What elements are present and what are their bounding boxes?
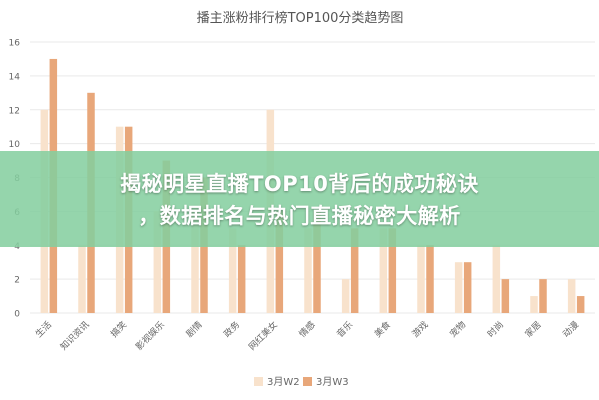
bar-w3 [388, 228, 397, 313]
x-tick-label: 动漫 [560, 319, 581, 340]
x-tick-label: 影视娱乐 [133, 319, 167, 353]
x-tick-label: 网红美女 [246, 319, 280, 353]
x-tick-label: 音乐 [334, 319, 355, 340]
bar-w3 [426, 245, 434, 313]
y-tick-label: 14 [9, 72, 21, 82]
legend-swatch-w3 [303, 377, 312, 386]
bar-w2 [304, 228, 312, 313]
x-axis-ticks: 生活 知识资讯 搞笑 影视娱乐 剧情 政务 网红美女 情感 音乐 美食 游戏 宠物 时尚 家居 动漫 [33, 319, 582, 353]
x-tick-label: 家居 [522, 319, 543, 340]
legend-swatch-w2 [254, 377, 263, 386]
y-tick-label: 16 [9, 39, 21, 49]
y-tick-label: 12 [9, 106, 20, 116]
y-tick-label: 0 [14, 310, 20, 320]
chart-title: 播主涨粉排行榜TOP100分类趋势图 [197, 10, 404, 26]
banner-headline-line-2: ，数据排名与热门直播秘密大解析 [138, 204, 461, 228]
bar-w3 [237, 245, 246, 313]
bar-w2 [567, 279, 576, 313]
bar-w3 [576, 296, 585, 313]
overlay-banner: 揭秘明星直播TOP10背后的成功秘诀 ，数据排名与热门直播秘密大解析 [0, 151, 599, 247]
bar-w2 [191, 211, 199, 313]
bar-w3 [313, 211, 321, 313]
x-tick-label: 美食 [372, 319, 393, 340]
bar-w2 [417, 245, 425, 313]
banner-headline-line-1: 揭秘明星直播TOP10背后的成功秘诀 [120, 172, 479, 196]
x-tick-label: 政务 [221, 319, 242, 340]
bar-w2 [379, 228, 388, 313]
x-tick-label: 游戏 [409, 319, 430, 340]
x-tick-label: 搞笑 [108, 319, 129, 340]
bar-w2 [341, 279, 350, 313]
bar-w2 [530, 296, 538, 313]
x-tick-label: 情感 [296, 319, 317, 340]
x-tick-label: 生活 [33, 319, 54, 340]
bar-w3 [539, 279, 547, 313]
bar-w2 [228, 228, 237, 313]
bar-w2 [454, 262, 463, 313]
bar-w2 [78, 245, 86, 313]
bar-w3 [275, 211, 284, 313]
x-tick-label: 时尚 [485, 319, 506, 340]
x-tick-label: 剧情 [183, 319, 204, 340]
bar-w3 [501, 279, 510, 313]
y-tick-label: 10 [9, 140, 21, 150]
legend: 3月W2 3月W3 [254, 376, 349, 388]
bar-w2 [153, 211, 162, 313]
x-tick-label: 宠物 [447, 319, 468, 340]
bar-w3 [463, 262, 472, 313]
bar-w3 [350, 228, 359, 313]
y-tick-label: 2 [14, 276, 20, 286]
legend-label-w2: 3月W2 [267, 376, 300, 388]
x-tick-label: 知识资讯 [58, 319, 92, 353]
bar-w2 [492, 245, 501, 313]
legend-label-w3: 3月W3 [316, 376, 349, 388]
